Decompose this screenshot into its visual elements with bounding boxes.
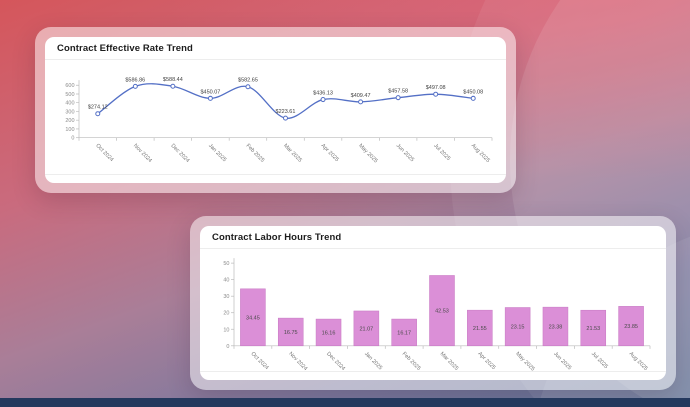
card: Contract Labor Hours Trend 0 10 20 30 40 50 Oc… — [200, 226, 666, 380]
x-axis-label: Mar 2025 — [282, 143, 303, 164]
y-tick-label: 30 — [223, 294, 229, 300]
y-tick-label: 20 — [223, 311, 229, 317]
bar-label: 16.16 — [322, 330, 336, 336]
bottom-bar — [0, 398, 690, 407]
x-axis-label: Aug 2025 — [470, 143, 491, 164]
data-point[interactable] — [132, 83, 138, 89]
data-point[interactable] — [245, 84, 251, 90]
x-axis-label: Oct 2024 — [250, 351, 270, 371]
x-axis-label: Mar 2025 — [439, 351, 460, 371]
bar[interactable] — [240, 288, 266, 347]
y-tick-label: 100 — [65, 127, 74, 133]
y-tick-label: 0 — [71, 136, 74, 142]
y-tick-label: 200 — [65, 118, 74, 124]
data-label: $409.47 — [351, 93, 371, 99]
bar-label: 21.53 — [586, 326, 600, 332]
y-tick-label: 10 — [223, 327, 229, 333]
data-label: $450.07 — [200, 89, 220, 95]
bar-label: 21.55 — [473, 326, 487, 332]
x-axis-label: Nov 2024 — [287, 351, 308, 371]
data-label: $223.61 — [276, 109, 296, 115]
data-point[interactable] — [395, 95, 401, 101]
x-axis-label: Apr 2025 — [476, 351, 496, 371]
bar[interactable] — [315, 318, 342, 347]
x-axis-label: May 2025 — [514, 351, 535, 371]
bar-label: 21.07 — [359, 326, 373, 332]
data-label: $582.65 — [238, 78, 258, 84]
bar-label: 42.53 — [435, 309, 449, 315]
card-footer — [45, 174, 506, 183]
line-chart-area: 0 100 200 300 400 500 600 Oct 2024 Nov 2024 Dec 2… — [45, 60, 506, 174]
bar[interactable] — [618, 306, 644, 347]
data-point[interactable] — [283, 115, 288, 121]
y-tick-label: 600 — [65, 83, 74, 89]
effective-rate-card: Contract Effective Rate Trend 0 100 200 300… — [35, 27, 516, 193]
x-axis-label: Jul 2025 — [590, 351, 609, 370]
x-axis-label: Jan 2025 — [207, 143, 227, 163]
line-chart[interactable]: 0 100 200 300 400 500 600 Oct 2024 Nov 2024 Dec 2… — [45, 60, 506, 174]
x-axis-label: Feb 2025 — [401, 351, 422, 371]
bar-label: 23.38 — [549, 324, 563, 330]
x-axis-label: Feb 2025 — [245, 143, 266, 164]
x-axis-label: May 2025 — [357, 143, 378, 164]
data-point[interactable] — [207, 95, 213, 101]
x-axis-label: Oct 2024 — [94, 143, 114, 163]
labor-hours-card: Contract Labor Hours Trend 0 10 20 30 40 50 Oc… — [190, 216, 676, 390]
data-label: $588.44 — [163, 77, 183, 83]
bar-label: 34.45 — [246, 315, 260, 321]
y-tick-label: 0 — [226, 344, 229, 350]
bar-chart-area: 0 10 20 30 40 50 Oct 2024 Nov 2024 Dec 2024 Jan 2… — [200, 249, 666, 371]
bar[interactable] — [353, 310, 380, 347]
data-label: $586.86 — [125, 77, 145, 83]
bar-label: 23.85 — [624, 324, 638, 330]
data-label: $457.58 — [388, 89, 408, 95]
card: Contract Effective Rate Trend 0 100 200 300… — [45, 37, 506, 183]
bar-label: 16.17 — [397, 330, 411, 336]
card-title: Contract Labor Hours Trend — [212, 232, 342, 243]
x-axis-label: Jun 2025 — [552, 351, 572, 371]
data-point[interactable] — [433, 91, 439, 97]
y-tick-label: 500 — [65, 92, 74, 98]
x-axis-label: Aug 2025 — [628, 351, 649, 371]
bar-chart[interactable]: 0 10 20 30 40 50 Oct 2024 Nov 2024 Dec 2024 Jan 2… — [200, 249, 666, 371]
data-label: $497.08 — [426, 85, 446, 91]
bar[interactable] — [277, 317, 304, 347]
y-tick-label: 40 — [223, 278, 229, 284]
data-point[interactable] — [170, 83, 176, 89]
data-point[interactable] — [358, 99, 364, 105]
bar[interactable] — [504, 307, 531, 347]
card-title: Contract Effective Rate Trend — [57, 43, 193, 54]
data-label: $450.08 — [463, 89, 483, 95]
x-axis-label: Dec 2024 — [169, 143, 190, 164]
data-label: $274.12 — [88, 105, 108, 111]
bar[interactable] — [580, 309, 607, 347]
bar[interactable] — [429, 275, 455, 347]
data-point[interactable] — [470, 95, 476, 101]
x-axis-label: Jul 2025 — [432, 143, 451, 162]
card-header: Contract Effective Rate Trend — [45, 37, 506, 60]
card-footer — [200, 371, 666, 380]
x-axis-label: Apr 2025 — [320, 143, 340, 163]
x-axis-label: Nov 2024 — [132, 143, 153, 164]
bar-label: 16.75 — [284, 330, 298, 336]
y-tick-label: 300 — [65, 109, 74, 115]
x-axis-label: Jan 2025 — [363, 351, 383, 371]
data-label: $436.13 — [313, 90, 333, 96]
data-point[interactable] — [320, 97, 326, 103]
bar[interactable] — [467, 309, 493, 347]
y-tick-label: 400 — [65, 101, 74, 107]
x-axis-label: Dec 2024 — [325, 351, 346, 371]
bar-label: 23.15 — [511, 325, 525, 331]
card-header: Contract Labor Hours Trend — [200, 226, 666, 249]
bar[interactable] — [391, 318, 417, 347]
x-axis-label: Jun 2025 — [395, 143, 415, 163]
y-tick-label: 50 — [223, 261, 229, 267]
data-point[interactable] — [95, 111, 101, 117]
bar[interactable] — [542, 306, 569, 347]
